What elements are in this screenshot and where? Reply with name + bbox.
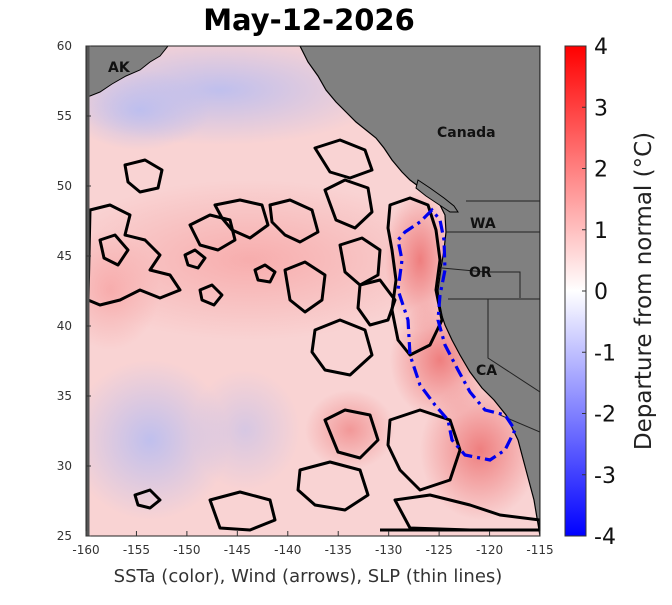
- colorbar-label: Departure from normal (°C): [631, 132, 657, 450]
- contour-mid-3: [268, 198, 320, 244]
- region-label-ca: CA: [476, 363, 497, 379]
- colorbar-tick-label: 3: [594, 96, 608, 121]
- contour-east-1: [338, 236, 382, 287]
- x-tick-label: -135: [325, 543, 352, 557]
- colorbar-tick-label: -4: [594, 525, 616, 550]
- x-tick-label: -125: [425, 543, 452, 557]
- contour-central-1: [310, 318, 374, 377]
- x-axis-label: SSTa (color), Wind (arrows), SLP (thin l…: [114, 566, 503, 587]
- hot-anomaly-offshore: [305, 390, 395, 470]
- contour-north-2: [313, 138, 374, 180]
- contour-small-4: [198, 283, 224, 307]
- contour-small-2: [133, 488, 162, 510]
- contour-small-1: [183, 248, 207, 270]
- y-axis-ticks: 60 55 50 45 40 35 30 25: [57, 39, 91, 543]
- contour-mid-5: [323, 178, 374, 230]
- y-tick-label: 50: [57, 179, 72, 193]
- x-tick-label: -160: [72, 543, 99, 557]
- colorbar-tick-label: 0: [594, 280, 608, 305]
- colorbar-tick-label: 2: [594, 158, 608, 183]
- colorbar-tick-label: -2: [594, 403, 616, 428]
- warm-anomaly-west: [86, 230, 160, 350]
- region-label-wa: WA: [470, 216, 496, 232]
- contour-mid-4: [283, 260, 327, 314]
- map-title: May-12-2026: [203, 3, 415, 37]
- x-tick-label: -115: [526, 543, 553, 557]
- contour-south-4: [208, 490, 277, 532]
- region-label-canada: Canada: [437, 125, 496, 141]
- colorbar-tick-label: 1: [594, 219, 608, 244]
- x-tick-label: -145: [224, 543, 251, 557]
- contour-small-3: [253, 263, 277, 284]
- contour-mid-2: [213, 198, 270, 240]
- cool-anomaly-southwest: [86, 360, 230, 520]
- map-frame: [85, 45, 541, 537]
- coastal-dashed-outline: [396, 207, 517, 462]
- region-label-ak: AK: [108, 60, 131, 76]
- region-label-or: OR: [469, 265, 492, 281]
- y-tick-label: 30: [57, 459, 72, 473]
- x-axis-ticks: -160 -155 -150 -145 -140 -135 -130 -125 -120 -115: [72, 531, 554, 557]
- x-tick-label: -130: [375, 543, 402, 557]
- cool-anomaly-north-2: [86, 70, 210, 150]
- y-tick-label: 45: [57, 249, 72, 263]
- contour-north-1: [123, 158, 164, 194]
- contour-south-1: [323, 408, 380, 460]
- y-tick-label: 60: [57, 39, 72, 53]
- map-area: [86, 46, 540, 536]
- contour-south-2: [296, 460, 370, 512]
- y-tick-label: 40: [57, 319, 72, 333]
- vancouver-island: [415, 179, 459, 213]
- y-tick-label: 35: [57, 389, 72, 403]
- y-tick-label: 25: [57, 529, 72, 543]
- colorbar-tick-label: -1: [594, 341, 616, 366]
- contour-south-3: [386, 408, 462, 492]
- colorbar: 4 3 2 1 0 -1 -2 -3 -4 Departure from normal (°C): [564, 35, 657, 550]
- contour-mid-1: [188, 213, 237, 252]
- x-tick-label: -155: [123, 543, 150, 557]
- x-tick-label: -150: [173, 543, 200, 557]
- contour-central-2: [356, 278, 397, 327]
- contour-west: [86, 203, 182, 307]
- colorbar-tick-label: -3: [594, 464, 616, 489]
- y-tick-label: 55: [57, 109, 72, 123]
- x-tick-label: -120: [476, 543, 503, 557]
- cool-anomaly-south: [190, 370, 300, 490]
- colorbar-tick-label: 4: [594, 35, 608, 60]
- contour-west-inner: [98, 233, 130, 267]
- x-tick-label: -140: [274, 543, 301, 557]
- colorbar-ticks: 4 3 2 1 0 -1 -2 -3 -4: [582, 35, 616, 550]
